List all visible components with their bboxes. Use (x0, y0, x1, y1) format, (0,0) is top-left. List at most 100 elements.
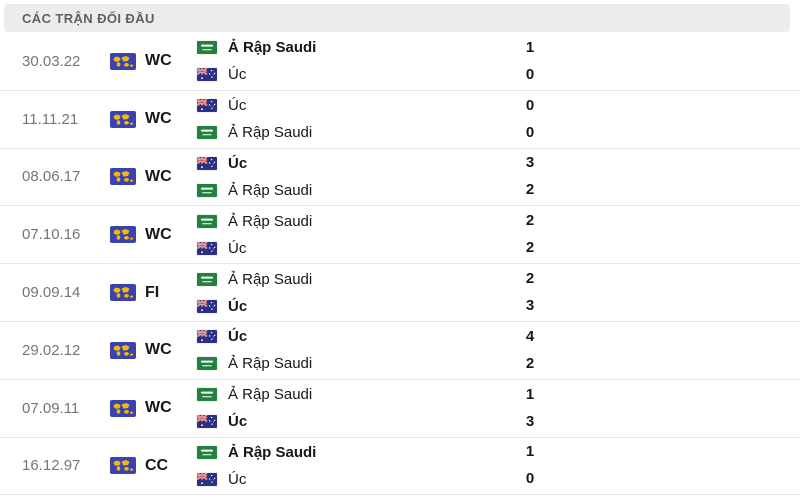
saudi-arabia-flag-icon (197, 126, 217, 140)
world-map-icon (110, 168, 136, 186)
saudi-arabia-flag-icon (197, 272, 217, 286)
australia-flag-icon (197, 241, 217, 255)
world-map-icon (110, 341, 136, 359)
competition-cell: WC (110, 168, 197, 186)
scores-cell: 2 2 (497, 210, 563, 259)
saudi-arabia-flag-icon (197, 41, 217, 55)
australia-flag-icon (197, 156, 217, 170)
team-score: 3 (525, 412, 535, 430)
teams-cell: Úc Ả Rập Saudi (197, 152, 497, 201)
teams-cell: Ả Rập Saudi Úc (197, 268, 497, 317)
australia-flag-icon (197, 68, 217, 82)
scores-cell: 4 2 (497, 326, 563, 375)
team-row: Úc (197, 326, 497, 348)
panel-header: CÁC TRẬN ĐỐI ĐẦU (4, 4, 790, 32)
match-date: 11.11.21 (22, 110, 79, 128)
scores-cell: 1 0 (497, 37, 563, 86)
team-row: Ả Rập Saudi (197, 353, 497, 375)
team-score: 2 (525, 270, 535, 288)
team-row: Ả Rập Saudi (197, 268, 497, 290)
world-map-icon (110, 399, 136, 417)
competition-cell: WC (110, 52, 197, 70)
match-row[interactable]: 16.12.97 CC Ả Rập Saudi (0, 438, 800, 496)
teams-cell: Ả Rập Saudi Úc (197, 210, 497, 259)
team-row: Úc (197, 411, 497, 433)
team-row: Ả Rập Saudi (197, 122, 497, 144)
team-score: 1 (525, 385, 535, 403)
competition-cell: FI (110, 284, 197, 302)
team-name: Úc (228, 328, 248, 346)
teams-cell: Úc Ả Rập Saudi (197, 95, 497, 144)
teams-cell: Ả Rập Saudi Úc (197, 37, 497, 86)
match-row[interactable]: 29.02.12 WC Úc (0, 322, 800, 380)
match-row[interactable]: 11.11.21 WC Úc (0, 91, 800, 149)
australia-flag-icon (197, 99, 217, 113)
world-map-icon (110, 284, 136, 302)
teams-cell: Ả Rập Saudi Úc (197, 441, 497, 490)
saudi-arabia-flag-icon (197, 183, 217, 197)
team-name: Ả Rập Saudi (228, 181, 313, 199)
match-list: 30.03.22 WC Ả Rập Saudi (0, 33, 800, 496)
competition-cell: CC (110, 457, 197, 475)
australia-flag-icon (197, 299, 217, 313)
team-score: 0 (525, 470, 535, 488)
match-date: 07.10.16 (22, 226, 81, 244)
team-row: Ả Rập Saudi (197, 441, 497, 463)
australia-flag-icon (197, 472, 217, 486)
match-date: 08.06.17 (22, 168, 81, 186)
team-name: Ả Rập Saudi (228, 355, 313, 373)
team-name: Úc (228, 239, 247, 257)
australia-flag-icon (197, 415, 217, 429)
team-name: Úc (228, 97, 247, 115)
match-date: 30.03.22 (22, 52, 81, 70)
match-row[interactable]: 07.10.16 WC Ả Rập Saudi (0, 206, 800, 265)
competition-cell: WC (110, 110, 197, 128)
competition-label: CC (145, 456, 169, 474)
scores-cell: 0 0 (497, 95, 563, 144)
team-row: Úc (197, 64, 497, 86)
team-name: Ả Rập Saudi (228, 39, 317, 57)
team-name: Úc (228, 66, 247, 84)
team-score: 3 (525, 154, 535, 172)
competition-label: WC (145, 341, 172, 359)
competition-label: WC (145, 110, 172, 128)
world-map-icon (110, 110, 136, 128)
scores-cell: 1 0 (497, 441, 563, 490)
team-name: Úc (228, 470, 247, 488)
match-row[interactable]: 30.03.22 WC Ả Rập Saudi (0, 33, 800, 91)
head-to-head-panel: CÁC TRẬN ĐỐI ĐẦU 30.03.22 WC Ả Rập Saudi (0, 4, 800, 504)
team-score: 1 (525, 443, 535, 461)
team-row: Úc (197, 237, 497, 259)
team-score: 0 (525, 65, 535, 83)
competition-cell: WC (110, 226, 197, 244)
match-row[interactable]: 07.09.11 WC Ả Rập Saudi (0, 380, 800, 438)
team-score: 2 (525, 239, 535, 257)
saudi-arabia-flag-icon (197, 388, 217, 402)
team-name: Úc (228, 154, 248, 172)
match-date: 29.02.12 (22, 341, 81, 359)
team-row: Ả Rập Saudi (197, 210, 497, 232)
competition-label: WC (145, 399, 172, 417)
team-score: 2 (525, 212, 535, 230)
team-score: 0 (525, 96, 535, 114)
saudi-arabia-flag-icon (197, 214, 217, 228)
world-map-icon (110, 52, 136, 70)
team-row: Úc (197, 152, 497, 174)
team-name: Ả Rập Saudi (228, 124, 313, 142)
panel-title: CÁC TRẬN ĐỐI ĐẦU (22, 10, 155, 26)
world-map-icon (110, 226, 136, 244)
competition-label: WC (145, 225, 172, 243)
team-score: 2 (525, 181, 535, 199)
match-row[interactable]: 09.09.14 FI Ả Rập Saudi (0, 264, 800, 322)
saudi-arabia-flag-icon (197, 357, 217, 371)
teams-cell: Ả Rập Saudi Úc (197, 384, 497, 433)
team-row: Úc (197, 295, 497, 317)
scores-cell: 1 3 (497, 384, 563, 433)
australia-flag-icon (197, 330, 217, 344)
world-map-icon (110, 457, 136, 475)
saudi-arabia-flag-icon (197, 445, 217, 459)
match-date: 09.09.14 (22, 284, 81, 302)
team-row: Ả Rập Saudi (197, 179, 497, 201)
competition-cell: WC (110, 399, 197, 417)
match-row[interactable]: 08.06.17 WC Úc (0, 149, 800, 207)
